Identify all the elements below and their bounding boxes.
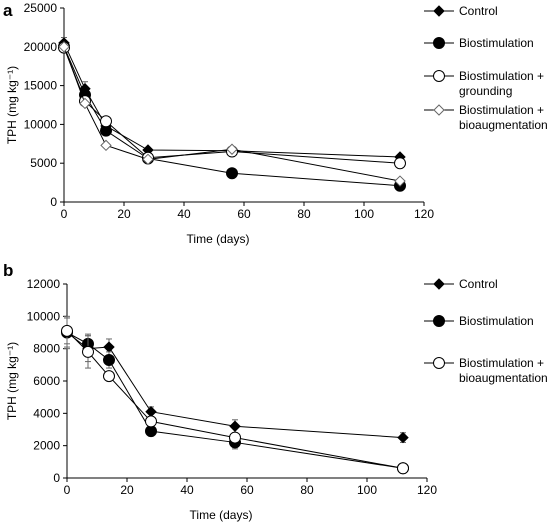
legend-label: Biostimulation (459, 314, 534, 328)
data-point (103, 370, 115, 383)
data-point (58, 41, 70, 53)
data-point (82, 345, 94, 358)
legend-label: Biostimulation + (459, 103, 544, 117)
series-2 (58, 40, 406, 192)
legend-item: Biostimulation +bioaugmentation (424, 103, 548, 132)
legend-label: Biostimulation + (459, 356, 544, 370)
series-line (63, 42, 401, 158)
panel-b-label: b (3, 261, 13, 280)
x-tick-label: 80 (300, 483, 314, 497)
legend-label: Control (459, 277, 498, 291)
x-tick-label: 40 (177, 207, 191, 221)
legend-marker (433, 5, 445, 17)
legend-item: Control (424, 4, 498, 18)
legend-item: Biostimulation +bioaugmentation (424, 356, 548, 385)
legend-marker (433, 37, 445, 49)
data-point (397, 431, 409, 444)
x-tick-label: 80 (297, 207, 311, 221)
legend-item: Biostimulation +grounding (424, 69, 544, 98)
legend-item: Control (424, 277, 498, 291)
series-1 (58, 36, 406, 163)
y-tick-label: 12000 (27, 277, 61, 291)
data-point (226, 143, 238, 155)
data-point (79, 97, 91, 110)
panel-b-chart: b 0 2000 4000 6000 8000 10000 12000 0 20 40 60 80 10… (3, 261, 548, 522)
x-tick-label: 20 (120, 483, 134, 497)
y-tick-label: 15000 (24, 79, 58, 93)
data-point (229, 431, 241, 444)
x-tick-label: 40 (180, 483, 194, 497)
legend-marker (433, 70, 445, 82)
y-tick-label: 8000 (33, 342, 60, 356)
series-1 (61, 317, 409, 444)
series-line (63, 47, 401, 164)
data-point (226, 167, 238, 180)
x-tick-label: 0 (61, 207, 68, 221)
panel-a-label: a (3, 1, 13, 20)
y-tick-label: 6000 (33, 374, 60, 388)
legend-item: Biostimulation (424, 314, 534, 328)
legend-label: bioaugmentation (459, 371, 548, 385)
y-tick-label: 2000 (33, 439, 60, 453)
series-2 (61, 315, 409, 475)
data-point (100, 139, 112, 152)
y-axis-title: TPH (mg kg⁻¹) (5, 342, 19, 420)
series-3 (61, 317, 409, 475)
x-tick-label: 100 (354, 207, 374, 221)
y-tick-label: 10000 (27, 309, 61, 323)
x-tick-label: 0 (64, 483, 71, 497)
y-tick-label: 5000 (30, 156, 57, 170)
series-line (63, 46, 401, 187)
data-point (145, 415, 157, 428)
legend-item: Biostimulation (424, 36, 534, 50)
y-tick-label: 25000 (24, 1, 58, 15)
x-tick-label: 120 (417, 483, 437, 497)
data-point (61, 324, 73, 337)
data-point (394, 175, 406, 187)
legend-marker (433, 278, 445, 290)
data-point (229, 420, 241, 432)
y-tick-label: 4000 (33, 406, 60, 420)
x-tick-label: 20 (117, 207, 131, 221)
legend-label: Biostimulation (459, 36, 534, 50)
legend-marker (433, 315, 445, 327)
y-tick-label: 10000 (24, 117, 58, 131)
data-point (103, 341, 115, 353)
y-tick-label: 20000 (24, 40, 58, 54)
legend-label: bioaugmentation (459, 118, 548, 132)
x-axis-title: Time (days) (190, 508, 253, 522)
data-point (145, 406, 157, 418)
legend-label: grounding (459, 84, 512, 98)
data-point (103, 353, 115, 366)
data-point (394, 157, 406, 170)
legend-label: Biostimulation + (459, 69, 544, 83)
x-tick-label: 60 (237, 207, 251, 221)
series-line (63, 46, 401, 182)
data-point (397, 462, 409, 475)
data-point (142, 153, 154, 166)
x-tick-label: 100 (357, 483, 377, 497)
data-point (100, 115, 112, 128)
x-tick-label: 120 (414, 207, 434, 221)
panel-a-chart: a 0 5000 10000 15000 20000 25000 0 20 40 60 80 100 1… (3, 1, 548, 246)
y-tick-label: 0 (50, 195, 57, 209)
y-tick-label: 0 (53, 471, 60, 485)
y-axis-title: TPH (mg kg⁻¹) (5, 66, 19, 144)
legend-marker (433, 104, 445, 116)
series-4 (58, 41, 406, 187)
legend-label: Control (459, 4, 498, 18)
x-tick-label: 60 (240, 483, 254, 497)
x-axis-title: Time (days) (187, 232, 250, 246)
legend-marker (433, 357, 445, 369)
